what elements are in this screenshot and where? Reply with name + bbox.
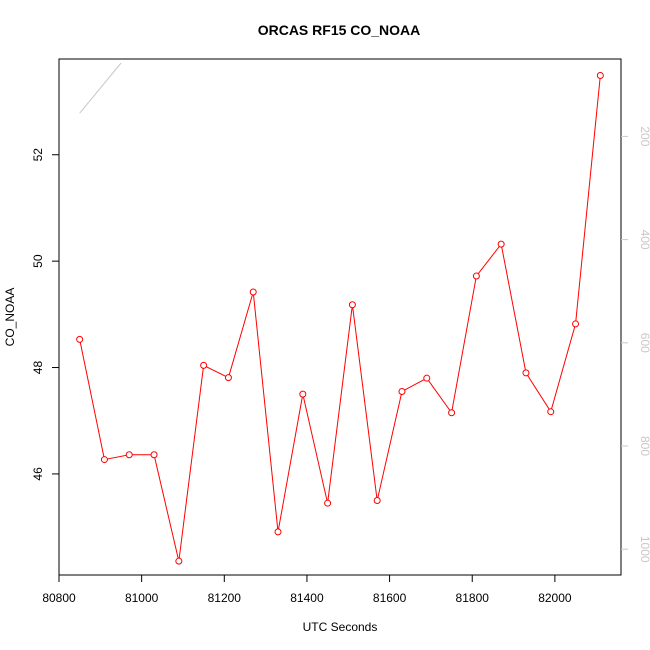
data-point (423, 374, 431, 382)
data-point (398, 387, 406, 395)
data-point (472, 272, 480, 280)
right-axis-series-line (79, 62, 122, 114)
data-point (373, 497, 381, 505)
right-axis: 200 400 600 800 1000 (621, 126, 650, 563)
data-point (299, 390, 307, 398)
right-tick-label: 1000 (638, 536, 650, 563)
x-axis: 80800 81000 81200 81400 81600 81800 82000 (42, 575, 572, 605)
data-point (175, 557, 183, 565)
data-point (100, 456, 108, 464)
right-tick-label: 200 (638, 126, 650, 146)
y-tick-label: 46 (31, 467, 45, 481)
data-point (596, 71, 604, 79)
series-layer (76, 62, 604, 565)
x-tick-label: 81400 (290, 591, 324, 605)
x-tick-label: 80800 (42, 591, 76, 605)
co-series-line (79, 75, 601, 562)
data-point (200, 361, 208, 369)
x-tick-label: 81600 (373, 591, 407, 605)
y-axis: 46 48 50 52 (31, 148, 59, 481)
x-tick-label: 81800 (456, 591, 490, 605)
data-point (224, 374, 232, 382)
data-point (572, 320, 580, 328)
chart-title: ORCAS RF15 CO_NOAA (258, 22, 421, 38)
data-point (274, 528, 282, 536)
right-tick-label: 400 (638, 230, 650, 250)
plot-frame (58, 58, 622, 576)
y-tick-label: 52 (31, 148, 45, 162)
data-point (125, 451, 133, 459)
x-tick-label: 81200 (208, 591, 242, 605)
data-point (448, 409, 456, 417)
data-point (348, 301, 356, 309)
right-tick-label: 600 (638, 333, 650, 353)
data-point (497, 240, 505, 248)
x-tick-label: 82000 (538, 591, 572, 605)
data-point (522, 369, 530, 377)
y-tick-label: 48 (31, 361, 45, 375)
y-tick-label: 50 (31, 254, 45, 268)
y-axis-label: CO_NOAA (3, 288, 17, 347)
x-axis-label: UTC Seconds (303, 620, 378, 634)
x-tick-label: 81000 (125, 591, 159, 605)
data-point (324, 499, 332, 507)
data-point (150, 451, 158, 459)
data-point (76, 335, 84, 343)
right-tick-label: 800 (638, 436, 650, 456)
data-point (249, 288, 257, 296)
data-point (547, 408, 555, 416)
